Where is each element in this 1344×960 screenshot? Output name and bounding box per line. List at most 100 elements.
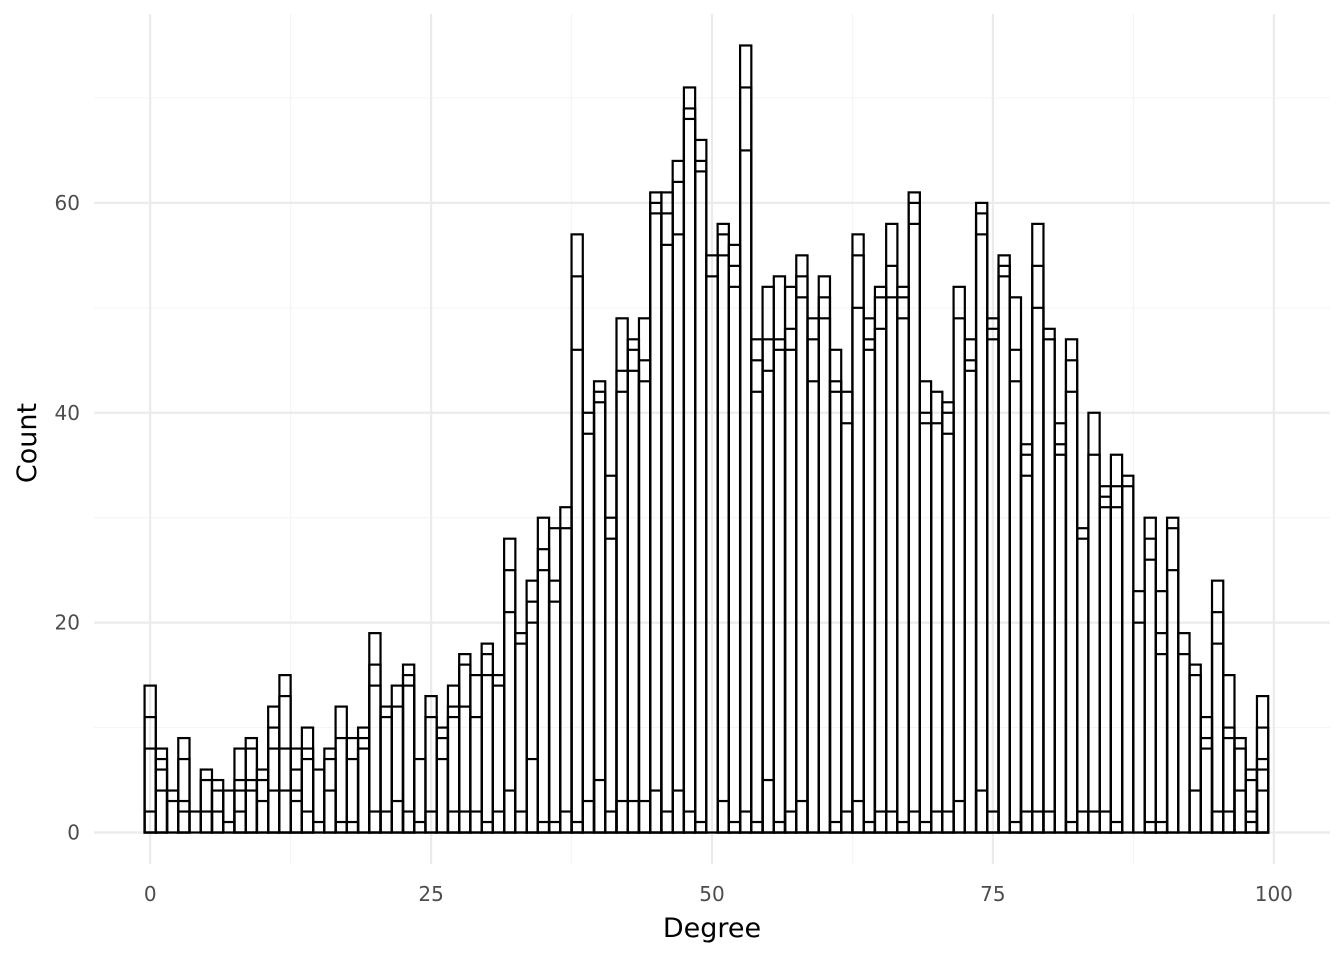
histogram-bar: [649, 789, 663, 834]
histogram-bar: [930, 810, 944, 834]
histogram-bar: [165, 799, 180, 834]
histogram-bar: [626, 799, 641, 834]
histogram-bar: [244, 789, 259, 834]
histogram-bar: [694, 820, 708, 834]
histogram-bar: [592, 401, 607, 834]
histogram-bar: [963, 369, 978, 834]
histogram-bar: [637, 799, 652, 834]
x-tick-label: 100: [1255, 882, 1293, 906]
histogram-bar: [1076, 537, 1090, 834]
histogram-bar: [1210, 642, 1225, 834]
x-tick-label: 25: [418, 882, 443, 906]
histogram-bar: [1053, 453, 1068, 834]
histogram-bar: [761, 369, 775, 834]
histogram-bar: [783, 348, 798, 834]
histogram-bar: [289, 799, 303, 834]
histogram-bar: [1087, 810, 1101, 834]
histogram-bar: [851, 799, 865, 834]
histogram-bar: [918, 422, 933, 834]
histogram-bar: [368, 810, 382, 834]
histogram-bar: [188, 810, 202, 834]
histogram-bar: [334, 820, 348, 834]
histogram-bar: [222, 820, 236, 834]
histogram-bar: [1121, 485, 1135, 834]
histogram-bar: [952, 317, 966, 834]
histogram-bar: [716, 254, 730, 834]
histogram-bar: [1188, 789, 1202, 834]
histogram-bar: [1087, 453, 1101, 834]
histogram-bar: [514, 642, 528, 834]
histogram-bar: [233, 810, 247, 834]
histogram-bar: [1019, 810, 1034, 834]
histogram-bar: [716, 799, 730, 834]
histogram-bar: [1042, 338, 1056, 834]
histogram-bar: [210, 810, 225, 834]
histogram-bar: [873, 327, 888, 834]
histogram-bar: [817, 317, 832, 834]
histogram-bar: [177, 810, 191, 834]
x-axis-tick-labels: 0 25 50 75 100: [144, 882, 1293, 906]
histogram-bar: [278, 789, 292, 834]
histogram-bar: [199, 810, 214, 834]
histogram-bar: [1255, 789, 1270, 834]
histogram-bar: [1199, 747, 1214, 834]
histogram-bar: [682, 810, 697, 834]
histogram-bar: [615, 799, 629, 834]
histogram-bar: [828, 820, 843, 834]
histogram-bar: [581, 799, 596, 834]
histogram-bar: [1132, 621, 1146, 834]
histogram-bar: [840, 810, 854, 834]
histogram-bars: [143, 44, 1270, 834]
histogram-bar: [547, 600, 562, 834]
histogram-bar: [356, 747, 371, 834]
y-tick-label: 60: [55, 191, 80, 215]
y-tick-label: 0: [67, 821, 80, 845]
histogram-bar: [1019, 474, 1034, 834]
histogram-bar: [1031, 306, 1045, 834]
histogram-bar: [1165, 569, 1180, 834]
histogram-bar: [783, 810, 798, 834]
histogram-bar: [1031, 810, 1045, 834]
y-tick-label: 20: [55, 611, 80, 635]
histogram-bar: [682, 117, 697, 834]
histogram-bar: [1064, 820, 1079, 834]
histogram-bar: [604, 537, 618, 834]
y-axis-title: Count: [12, 403, 43, 483]
histogram-bar: [1154, 653, 1169, 834]
histogram-bar: [581, 432, 596, 834]
histogram-bar: [828, 390, 843, 834]
histogram-bar: [738, 810, 753, 834]
histogram-bar: [761, 778, 775, 834]
histogram-bar: [941, 432, 955, 834]
histogram-bar: [974, 233, 989, 834]
histogram-bar: [503, 789, 517, 834]
histogram-bar: [1222, 810, 1236, 834]
histogram-bar: [649, 212, 663, 834]
histogram-bar: [750, 390, 764, 834]
histogram-bar: [514, 810, 528, 834]
histogram-bar: [873, 810, 888, 834]
histogram-bar: [1143, 558, 1157, 834]
histogram-bar: [615, 390, 629, 834]
histogram-bar: [1008, 820, 1023, 834]
histogram-bar: [1210, 810, 1225, 834]
histogram-bar: [401, 810, 416, 834]
histogram-bar: [862, 820, 877, 834]
x-tick-label: 75: [980, 882, 1005, 906]
histogram-bar: [143, 810, 157, 834]
histogram-bar: [986, 338, 1000, 834]
y-axis-tick-labels: 0 20 40 60: [55, 191, 80, 845]
histogram-bar: [458, 810, 472, 834]
histogram-bar: [738, 149, 753, 834]
histogram-bar: [840, 422, 854, 834]
histogram-bar: [986, 810, 1000, 834]
histogram-bar: [1042, 810, 1056, 834]
x-axis-title: Degree: [663, 913, 761, 944]
histogram-bar: [536, 569, 551, 834]
histogram-bar: [637, 380, 652, 834]
histogram-bar: [1008, 380, 1023, 834]
histogram-bar: [1109, 506, 1124, 834]
histogram-bar: [727, 820, 742, 834]
histogram-bar: [345, 820, 360, 834]
histogram-bar: [896, 317, 910, 834]
